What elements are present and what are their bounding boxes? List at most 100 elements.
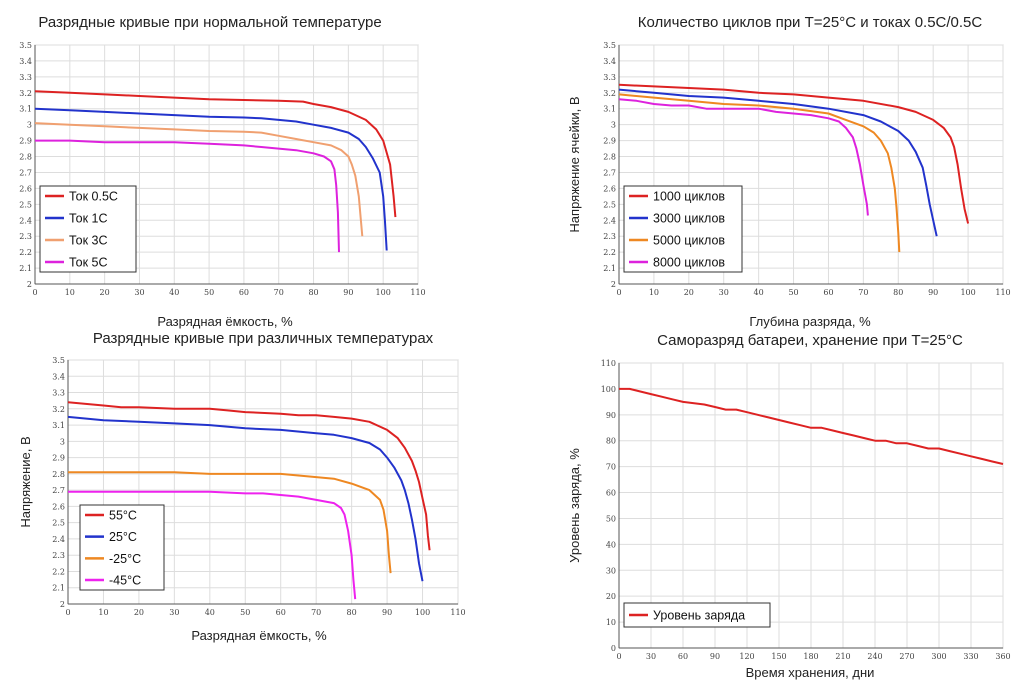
- y-axis-label: Напряжение ячейки, В: [567, 96, 582, 232]
- x-tick-label: 300: [931, 652, 946, 661]
- y-tick-label: 2.6: [603, 184, 616, 193]
- legend-label: Ток 0.5С: [69, 190, 118, 204]
- series-line-2: [618, 88, 938, 237]
- series-line-1: [34, 90, 397, 218]
- y-tick-label: 50: [606, 514, 616, 523]
- legend-label: -25°С: [109, 552, 141, 566]
- y-tick-label: 2.7: [52, 486, 65, 495]
- x-tick-label: 180: [803, 652, 818, 661]
- legend-box: [623, 602, 771, 628]
- y-tick-label: 2: [611, 280, 616, 289]
- series-line-3: [34, 122, 364, 237]
- legend-box: [39, 185, 137, 273]
- series-line-4: [68, 490, 357, 600]
- y-tick-label: 2.6: [19, 184, 32, 193]
- y-tick-label: 2.3: [603, 232, 616, 241]
- y-tick-label: 2.4: [52, 535, 65, 544]
- y-tick-label: 40: [606, 540, 616, 549]
- x-tick-label: 10: [98, 608, 108, 617]
- y-tick-label: 2.1: [603, 264, 616, 273]
- x-tick-label: 90: [710, 652, 720, 661]
- y-tick-label: 3.5: [52, 356, 65, 365]
- x-axis-label: Глубина разряда, %: [749, 314, 871, 329]
- legend-box: [79, 504, 165, 591]
- x-tick-label: 50: [240, 608, 250, 617]
- x-tick-label: 240: [867, 652, 882, 661]
- y-tick-label: 2.2: [52, 567, 65, 576]
- y-tick-label: 3.3: [603, 73, 616, 82]
- chart-discharge-various-temperatures: 0 10 20 30 40 50 60 70 80 90 100 110 2 2.1 2.2 2.3 2.4 2.…: [18, 330, 466, 643]
- y-tick-label: 3.3: [19, 73, 32, 82]
- y-tick-label: 2.7: [603, 168, 616, 177]
- chart-title: Разрядные кривые при различных температу…: [93, 330, 434, 347]
- series-line-2: [67, 415, 424, 582]
- legend-label: -45°С: [109, 574, 141, 588]
- x-tick-label: 90: [382, 608, 392, 617]
- y-tick-label: 70: [606, 463, 616, 472]
- y-tick-label: 60: [606, 489, 616, 498]
- x-tick-label: 120: [739, 652, 754, 661]
- chart-title: Количество циклов при Т=25°С и токах 0.5…: [638, 14, 983, 31]
- series-line-1: [618, 83, 970, 224]
- series-line-3: [68, 471, 392, 574]
- y-tick-label: 110: [601, 359, 616, 368]
- y-tick-label: 2.8: [603, 153, 616, 162]
- y-tick-label: 2.4: [19, 216, 32, 225]
- y-tick-label: 10: [606, 618, 616, 627]
- x-tick-label: 50: [204, 288, 214, 297]
- x-tick-label: 30: [134, 288, 144, 297]
- x-tick-label: 90: [928, 288, 938, 297]
- y-tick-label: 3.2: [603, 89, 616, 98]
- y-tick-label: 2: [60, 600, 65, 609]
- y-tick-label: 2.9: [19, 137, 32, 146]
- y-tick-label: 3.4: [19, 57, 32, 66]
- y-tick-label: 3: [27, 121, 32, 130]
- x-tick-label: 10: [649, 288, 659, 297]
- series-line-1: [67, 401, 431, 551]
- x-tick-label: 360: [995, 652, 1010, 661]
- x-tick-label: 0: [32, 288, 37, 297]
- x-tick-label: 40: [205, 608, 215, 617]
- y-tick-label: 2.5: [19, 200, 32, 209]
- x-tick-label: 0: [65, 608, 70, 617]
- legend-box: [623, 185, 743, 273]
- x-tick-label: 80: [893, 288, 903, 297]
- y-tick-label: 3: [60, 437, 65, 446]
- x-tick-label: 40: [169, 288, 179, 297]
- x-tick-label: 270: [899, 652, 914, 661]
- legend-label: 1000 циклов: [653, 190, 725, 204]
- chart-self-discharge: 0 30 60 90 120 150 180 210 240 270 300 330 360 0 10 20 3…: [567, 332, 1011, 680]
- x-tick-label: 0: [616, 652, 621, 661]
- x-axis-label: Время хранения, дни: [746, 665, 875, 680]
- x-tick-label: 70: [274, 288, 284, 297]
- y-tick-label: 100: [601, 385, 616, 394]
- series-line-4: [35, 139, 340, 253]
- x-tick-label: 330: [963, 652, 978, 661]
- x-axis-label: Разрядная ёмкость, %: [191, 628, 327, 643]
- legend-label: Ток 5С: [69, 256, 108, 270]
- series-line-1: [619, 387, 1004, 465]
- x-tick-label: 30: [719, 288, 729, 297]
- y-tick-label: 0: [611, 644, 616, 653]
- y-tick-label: 2.5: [603, 200, 616, 209]
- y-tick-label: 2.8: [19, 153, 32, 162]
- x-tick-label: 150: [771, 652, 786, 661]
- x-tick-label: 80: [308, 288, 318, 297]
- chart-title: Разрядные кривые при нормальной температ…: [38, 14, 381, 31]
- y-tick-label: 2.5: [52, 519, 65, 528]
- y-tick-label: 2.1: [52, 584, 65, 593]
- y-tick-label: 3.1: [19, 105, 32, 114]
- y-tick-label: 2.3: [52, 551, 65, 560]
- y-tick-label: 80: [606, 437, 616, 446]
- chart-discharge-normal-temperature: 0 10 20 30 40 50 60 70 80 90 100 110 2 2.1 2.2 2.3 2.4 2.…: [19, 14, 425, 329]
- x-tick-label: 20: [100, 288, 110, 297]
- y-tick-label: 3.2: [19, 89, 32, 98]
- y-tick-label: 2.7: [19, 168, 32, 177]
- y-tick-label: 2.8: [52, 470, 65, 479]
- legend-label: 3000 циклов: [653, 212, 725, 226]
- y-tick-label: 2.1: [19, 264, 32, 273]
- y-axis-label: Уровень заряда, %: [567, 448, 582, 563]
- x-tick-label: 100: [960, 288, 975, 297]
- y-tick-label: 90: [606, 411, 616, 420]
